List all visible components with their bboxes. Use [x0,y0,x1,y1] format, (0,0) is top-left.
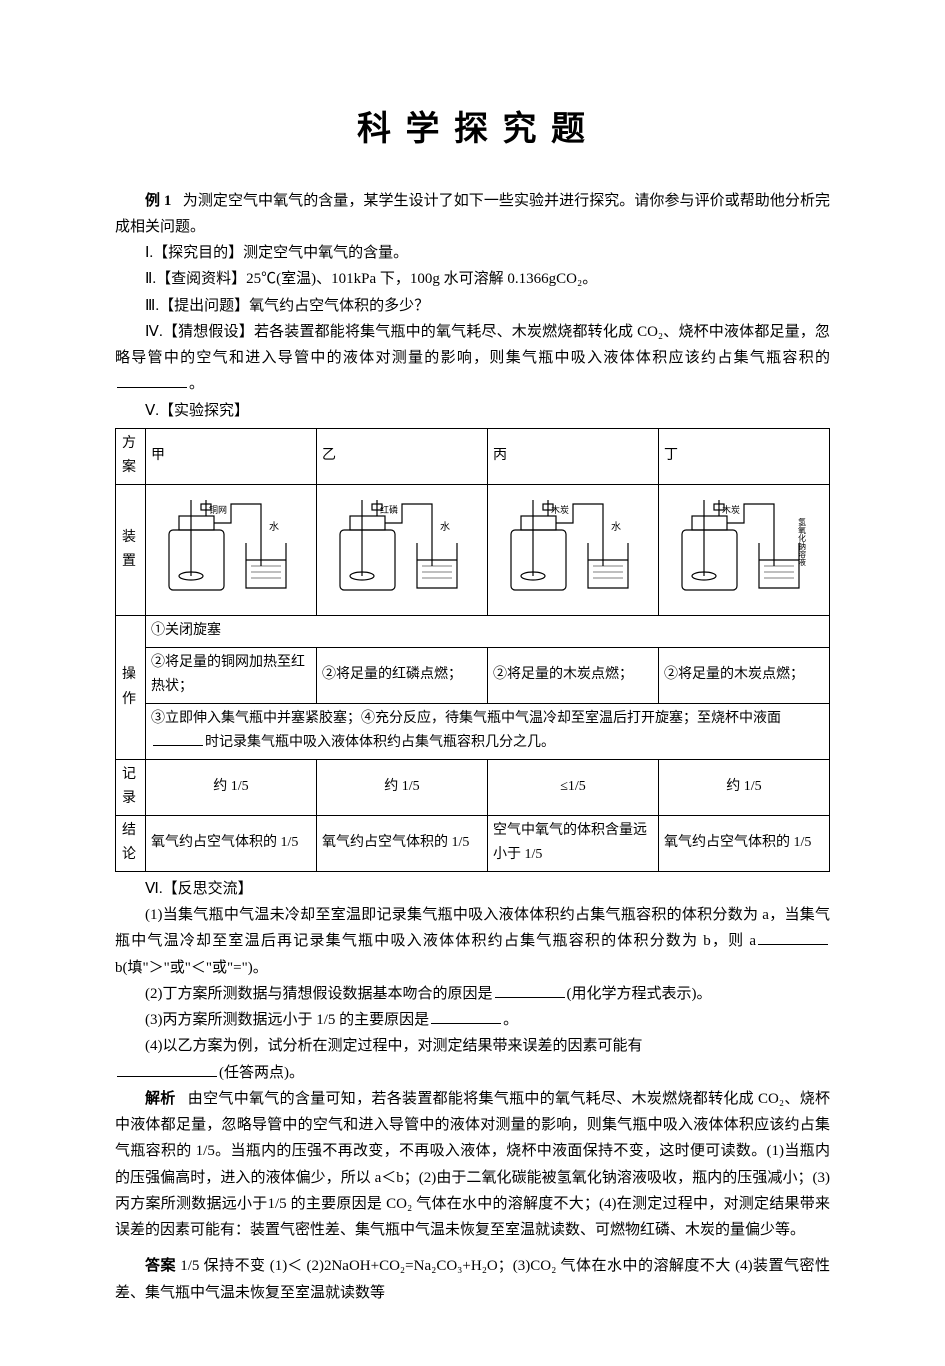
intro-text: 为测定空气中氧气的含量，某学生设计了如下一些实验并进行探究。请你参与评价或帮助他… [115,193,830,235]
label-jia-tag: 铜网 [209,504,227,515]
blank-hypothesis [117,373,187,388]
record-ding: 约 1/5 [659,759,830,815]
apparatus-ding: 木炭 氢氧化钠溶液 [659,484,830,616]
question-2: (2)丁方案所测数据与猜想假设数据基本吻合的原因是 (用化学方程式表示)。 [115,981,830,1007]
op-step2-jia: ②将足量的铜网加热至红热状； [146,647,317,703]
label-bing-tag: 木炭 [551,504,569,515]
section-1: Ⅰ.【探究目的】测定空气中氧气的含量。 [115,240,830,266]
table-row-conclusion: 结论 氧气约占空气体积的 1/5 氧气约占空气体积的 1/5 空气中氧气的体积含… [116,815,830,871]
section-4: Ⅳ.【猜想假设】若各装置都能将集气瓶中的氧气耗尽、木炭燃烧都转化成 CO₂、烧杯… [115,319,830,398]
op-step2-ding: ②将足量的木炭点燃； [659,647,830,703]
apparatus-ding-svg: 木炭 氢氧化钠溶液 [664,488,824,603]
example-intro: 例 1 为测定空气中氧气的含量，某学生设计了如下一些实验并进行探究。请你参与评价… [115,188,830,241]
col-hdr-yi: 乙 [317,428,488,484]
conclusion-yi: 氧气约占空气体积的 1/5 [317,815,488,871]
apparatus-jia: 铜网 水 [146,484,317,616]
answer-paragraph: 答案 1/5 保持不变 (1)＜ (2)2NaOH+CO₂=Na₂CO₃+H₂O… [115,1253,830,1306]
op-step-3: ③立即伸入集气瓶中并塞紧胶塞；④充分反应，待集气瓶中气温冷却至室温后打开旋塞；至… [146,703,830,759]
record-jia: 约 1/5 [146,759,317,815]
label-jia-beaker: 水 [269,521,279,533]
label-yi-beaker: 水 [440,521,450,533]
q1-text-b: b(填"＞"或"＜"或"=")。 [115,960,268,976]
row-hdr-conclusion: 结论 [116,815,146,871]
q4-text-b: (任答两点)。 [219,1065,304,1081]
label-ding-beaker: 氢氧化钠溶液 [798,517,807,567]
analysis-text: 由空气中氧气的含量可知，若各装置都能将集气瓶中的氧气耗尽、木炭燃烧都转化成 CO… [115,1091,830,1238]
q3-text-b: 。 [503,1012,518,1028]
apparatus-yi-svg: 红磷 水 [322,488,482,603]
row-hdr-operation: 操作 [116,616,146,760]
table-row-op3: ③立即伸入集气瓶中并塞紧胶塞；④充分反应，待集气瓶中气温冷却至室温后打开旋塞；至… [116,703,830,759]
question-1: (1)当集气瓶中气温未冷却至室温即记录集气瓶中吸入液体体积约占集气瓶容积的体积分… [115,902,830,981]
record-bing: ≤1/5 [488,759,659,815]
label-yi-tag: 红磷 [380,504,398,515]
question-3: (3)丙方案所测数据远小于 1/5 的主要原因是 。 [115,1007,830,1033]
col-hdr-ding: 丁 [659,428,830,484]
section-5: Ⅴ.【实验探究】 [115,398,830,424]
answer-text: 1/5 保持不变 (1)＜ (2)2NaOH+CO₂=Na₂CO₃+H₂O；(3… [115,1258,830,1300]
sec4-text-b: 。 [189,376,204,392]
col-hdr-bing: 丙 [488,428,659,484]
op-step2-yi: ②将足量的红磷点燃； [317,647,488,703]
sec4-text-a: Ⅳ.【猜想假设】若各装置都能将集气瓶中的氧气耗尽、木炭燃烧都转化成 CO₂、烧杯… [115,324,830,366]
blank-q4 [117,1062,217,1077]
op-step2-bing: ②将足量的木炭点燃； [488,647,659,703]
table-row-header: 方案 甲 乙 丙 丁 [116,428,830,484]
apparatus-bing-svg: 木炭 水 [493,488,653,603]
row-hdr-scheme: 方案 [116,428,146,484]
table-row-record: 记录 约 1/5 约 1/5 ≤1/5 约 1/5 [116,759,830,815]
question-4: (4)以乙方案为例，试分析在测定过程中，对测定结果带来误差的因素可能有 (任答两… [115,1033,830,1086]
col-hdr-jia: 甲 [146,428,317,484]
blank-q1 [758,930,828,945]
page-title: 科 学 探 究 题 [115,100,830,160]
conclusion-bing: 空气中氧气的体积含量远小于 1/5 [488,815,659,871]
apparatus-jia-svg: 铜网 水 [151,488,311,603]
example-label: 例 1 [145,193,171,209]
label-bing-beaker: 水 [611,521,621,533]
experiment-table: 方案 甲 乙 丙 丁 装置 [115,428,830,872]
table-row-op1: 操作 ①关闭旋塞 [116,616,830,648]
blank-q2 [495,983,565,998]
label-ding-tag: 木炭 [722,504,740,515]
blank-q3 [431,1009,501,1024]
section-2: Ⅱ.【查阅资料】25℃(室温)、101kPa 下，100g 水可溶解 0.136… [115,266,830,292]
section-3: Ⅲ.【提出问题】氧气约占空气体积的多少？ [115,293,830,319]
answer-label: 答案 [145,1258,176,1274]
q2-text-a: (2)丁方案所测数据与猜想假设数据基本吻合的原因是 [145,986,493,1002]
op3-text-b: 时记录集气瓶中吸入液体体积约占集气瓶容积几分之几。 [205,735,555,750]
row-hdr-record: 记录 [116,759,146,815]
row-hdr-apparatus: 装置 [116,484,146,616]
section-6: Ⅵ.【反思交流】 [115,876,830,902]
blank-op3 [153,732,203,746]
analysis-paragraph: 解析 由空气中氧气的含量可知，若各装置都能将集气瓶中的氧气耗尽、木炭燃烧都转化成… [115,1086,830,1244]
q4-text-a: (4)以乙方案为例，试分析在测定过程中，对测定结果带来误差的因素可能有 [115,1033,643,1059]
table-row-op2: ②将足量的铜网加热至红热状； ②将足量的红磷点燃； ②将足量的木炭点燃； ②将足… [116,647,830,703]
conclusion-ding: 氧气约占空气体积的 1/5 [659,815,830,871]
op-step-1: ①关闭旋塞 [146,616,830,648]
record-yi: 约 1/5 [317,759,488,815]
apparatus-bing: 木炭 水 [488,484,659,616]
analysis-label: 解析 [145,1091,176,1107]
q3-text-a: (3)丙方案所测数据远小于 1/5 的主要原因是 [145,1012,429,1028]
apparatus-yi: 红磷 水 [317,484,488,616]
op3-text-a: ③立即伸入集气瓶中并塞紧胶塞；④充分反应，待集气瓶中气温冷却至室温后打开旋塞；至… [151,711,781,726]
q2-text-b: (用化学方程式表示)。 [567,986,712,1002]
table-row-apparatus: 装置 [116,484,830,616]
q1-text-a: (1)当集气瓶中气温未冷却至室温即记录集气瓶中吸入液体体积约占集气瓶容积的体积分… [115,907,830,949]
conclusion-jia: 氧气约占空气体积的 1/5 [146,815,317,871]
